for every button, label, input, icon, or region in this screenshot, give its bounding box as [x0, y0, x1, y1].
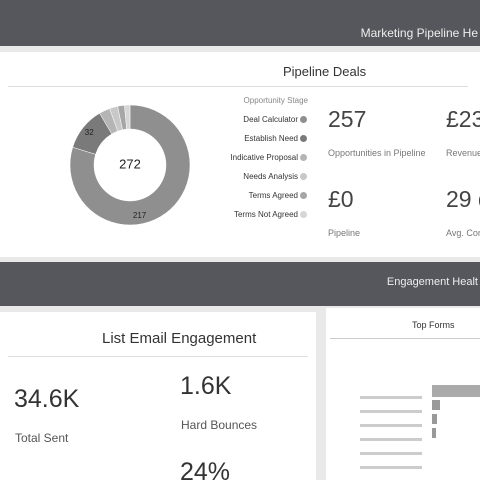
stat-value: 1.6K — [180, 372, 232, 400]
form-labels — [360, 390, 422, 470]
donut-segment — [124, 104, 131, 130]
panel-title: List Email Engagement — [102, 330, 257, 347]
divider — [330, 338, 480, 339]
legend-dot — [300, 192, 307, 199]
stat-label: Total Sent — [15, 431, 69, 445]
section-title: Engagement Healt — [386, 276, 478, 288]
legend-dot — [300, 116, 307, 123]
stat-value: £232 — [446, 106, 480, 132]
stat-label: Hard Bounces — [181, 418, 258, 432]
legend-item: Terms Not Agreed — [233, 210, 298, 219]
form-bar — [432, 414, 437, 424]
stat-label: Pipeline — [328, 228, 361, 238]
stat-value: 29 da — [446, 186, 480, 212]
legend-dot — [300, 211, 307, 218]
header-title: Marketing Pipeline He — [360, 26, 478, 40]
segment-label: 217 — [133, 211, 147, 220]
panel-title: Pipeline Deals — [283, 64, 367, 79]
stat-value: 34.6K — [14, 385, 80, 413]
form-bar — [432, 385, 480, 397]
legend-item: Deal Calculator — [243, 115, 298, 124]
top-bar — [0, 0, 480, 46]
divider — [8, 86, 468, 87]
legend-title: Opportunity Stage — [243, 96, 308, 105]
section-bar — [0, 262, 480, 306]
stat-label: Opportunities in Pipeline — [328, 148, 426, 158]
panel-title: Top Forms — [412, 320, 455, 330]
donut-segment — [69, 104, 191, 226]
stat-label: Avg. Conv — [446, 228, 480, 238]
form-bar — [432, 428, 436, 438]
legend-dot — [300, 135, 307, 142]
donut-chart: 217 32 272 — [69, 104, 191, 226]
legend-item: Indicative Proposal — [230, 153, 298, 162]
segment-label: 32 — [85, 128, 94, 137]
legend-item: Needs Analysis — [243, 172, 298, 181]
divider — [8, 356, 308, 357]
legend-dot — [300, 173, 307, 180]
legend-item: Terms Agreed — [248, 191, 298, 200]
donut-total: 272 — [119, 156, 141, 171]
legend-item: Establish Need — [244, 134, 298, 143]
legend-dot — [300, 154, 307, 161]
email-panel — [0, 312, 316, 480]
form-bar — [432, 400, 440, 410]
stat-value: 257 — [328, 106, 367, 132]
stat-value: £0 — [328, 186, 354, 212]
stat-label: Revenue — [446, 148, 480, 158]
stat-value: 24% — [180, 458, 231, 480]
